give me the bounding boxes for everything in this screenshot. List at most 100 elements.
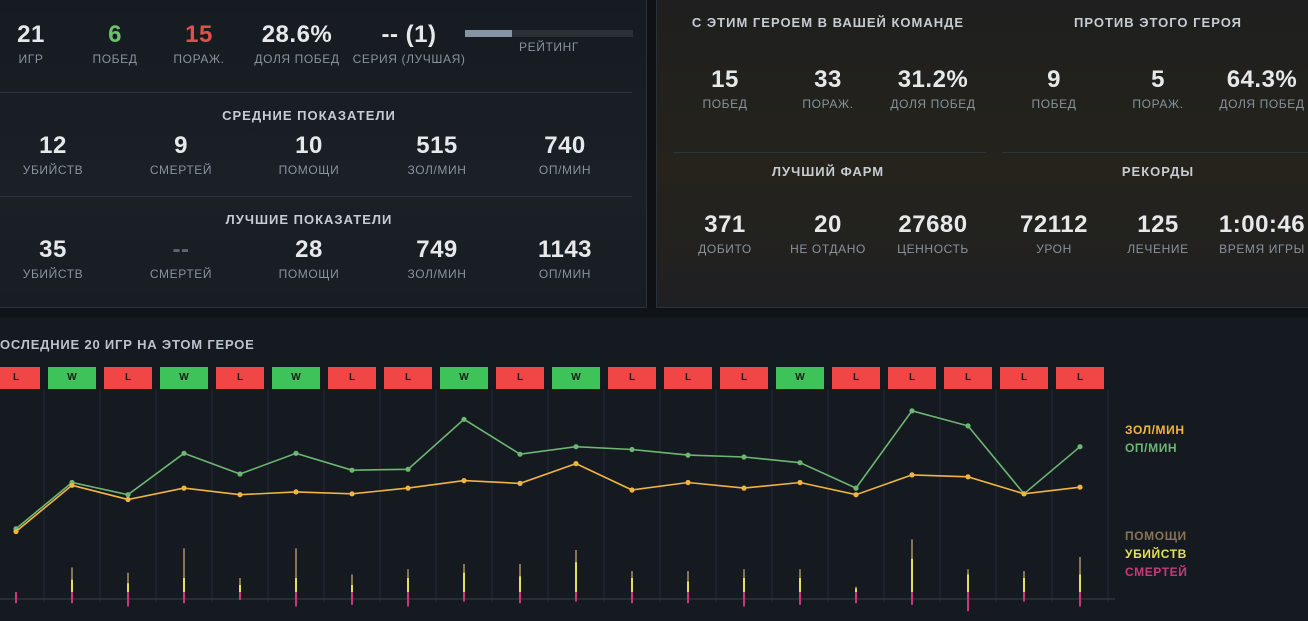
gpm-point — [965, 474, 971, 480]
against-hero-label: ДОЛЯ ПОБЕД — [1219, 97, 1305, 111]
xpm-point — [909, 408, 915, 414]
best-value: 1143 — [537, 236, 593, 263]
records-title: РЕКОРДЫ — [1121, 164, 1195, 179]
average-stat: 515 ЗОЛ/МИН — [407, 132, 466, 177]
gpm-point — [349, 491, 355, 497]
match-result-badge[interactable]: W — [776, 367, 824, 389]
match-result-badge[interactable]: L — [720, 367, 768, 389]
average-label: ЗОЛ/МИН — [407, 163, 467, 177]
winrate-stat: 28.6% ДОЛЯ ПОБЕД — [254, 21, 339, 66]
average-label: ОП/МИН — [538, 163, 592, 177]
gpm-point — [237, 492, 243, 498]
xpm-line — [15, 409, 1081, 530]
gpm-point — [853, 492, 859, 498]
average-stat: 10 ПОМОЩИ — [279, 132, 340, 177]
best-title: ЛУЧШИЕ ПОКАЗАТЕЛИ — [225, 212, 393, 227]
best-farm-stat: 27680 ЦЕННОСТЬ — [897, 211, 969, 256]
with-hero-stat: 15 ПОБЕД — [703, 66, 748, 111]
best-farm-label: ЦЕННОСТЬ — [897, 242, 969, 256]
gpm-point — [685, 479, 691, 486]
match-result-badge[interactable]: W — [160, 367, 208, 389]
best-value: -- — [172, 236, 190, 263]
with-hero-stat: 31.2% ДОЛЯ ПОБЕД — [890, 66, 975, 111]
gpm-point — [181, 485, 187, 491]
gpm-point — [69, 482, 75, 488]
average-value: 12 — [39, 132, 67, 159]
best-stat: 1143 ОП/МИН — [538, 236, 592, 281]
match-result-badge[interactable]: L — [0, 367, 40, 389]
records-stat: 1:00:46 ВРЕМЯ ИГРЫ — [1219, 211, 1305, 256]
match-result-badge[interactable]: L — [216, 367, 264, 389]
match-result-badge[interactable]: L — [944, 367, 992, 389]
best-stat: 749 ЗОЛ/МИН — [407, 236, 466, 281]
match-result-badge[interactable]: L — [608, 367, 656, 389]
match-result-badge[interactable]: L — [328, 367, 376, 389]
xpm-point — [965, 423, 971, 429]
gpm-point — [797, 479, 803, 486]
gpm-point — [629, 487, 635, 493]
rating-stat: РЕЙТИНГ — [519, 37, 579, 54]
with-hero-stat: 33 ПОРАЖ. — [802, 66, 853, 111]
gpm-point — [573, 461, 579, 467]
games-stat: 21 ИГР — [17, 21, 45, 66]
records-stat: 72112 УРОН — [1020, 211, 1088, 256]
xpm-point — [293, 450, 299, 456]
match-result-badge[interactable]: W — [440, 367, 488, 389]
best-farm-title: ЛУЧШИЙ ФАРМ — [771, 164, 885, 179]
legend-kills: УБИЙСТВ — [1125, 547, 1187, 561]
against-hero-value: 5 — [1151, 66, 1165, 93]
best-value: 28 — [295, 236, 323, 263]
match-result-badge[interactable]: L — [104, 367, 152, 389]
average-label: ПОМОЩИ — [278, 163, 340, 177]
best-farm-stat: 20 НЕ ОТДАНО — [790, 211, 866, 256]
match-result-badge[interactable]: L — [1056, 367, 1104, 389]
xpm-point — [237, 471, 243, 477]
winrate-label: ДОЛЯ ПОБЕД — [254, 52, 340, 66]
best-farm-value: 20 — [814, 211, 842, 238]
player-stats-panel — [0, 0, 647, 308]
panel-gap — [647, 0, 656, 308]
match-result-badge[interactable]: L — [384, 367, 432, 389]
match-result-badge[interactable]: W — [272, 367, 320, 389]
match-result-badge[interactable]: L — [888, 367, 936, 389]
match-result-badge[interactable]: W — [552, 367, 600, 389]
with-hero-value: 15 — [711, 66, 739, 93]
streak-label: СЕРИЯ (ЛУЧШАЯ) — [352, 52, 466, 66]
against-hero-label: ПОБЕД — [1031, 97, 1077, 111]
average-title: СРЕДНИЕ ПОКАЗАТЕЛИ — [222, 108, 396, 123]
best-stat: 35 УБИЙСТВ — [23, 236, 84, 281]
with-hero-label: ПОБЕД — [702, 97, 748, 111]
best-farm-value: 371 — [704, 211, 746, 238]
xpm-point — [405, 466, 411, 472]
match-result-badge[interactable]: L — [1000, 367, 1048, 389]
gpm-point — [741, 485, 747, 491]
gpm-point — [461, 478, 467, 484]
gpm-point — [517, 480, 523, 486]
average-value: 740 — [544, 132, 586, 159]
records-label: ВРЕМЯ ИГРЫ — [1219, 242, 1305, 256]
recent-games-chart — [0, 390, 1115, 612]
match-result-badge[interactable]: L — [496, 367, 544, 389]
rating-bar — [465, 30, 633, 37]
match-result-badge[interactable]: L — [832, 367, 880, 389]
average-stat: 9 СМЕРТЕЙ — [150, 132, 212, 177]
best-label: ЗОЛ/МИН — [407, 267, 467, 281]
average-value: 9 — [174, 132, 188, 159]
best-label: ПОМОЩИ — [278, 267, 340, 281]
xpm-point — [181, 450, 187, 456]
records-value: 72112 — [1020, 211, 1088, 238]
xpm-point — [461, 416, 467, 422]
gpm-point — [293, 489, 299, 495]
xpm-point — [685, 452, 691, 458]
best-value: 35 — [39, 236, 67, 263]
xpm-point — [125, 492, 131, 498]
with-hero-value: 33 — [814, 66, 842, 93]
rating-bar-fill — [465, 30, 513, 37]
match-result-badge[interactable]: W — [48, 367, 96, 389]
records-label: УРОН — [1036, 242, 1072, 256]
match-result-badge[interactable]: L — [664, 367, 712, 389]
against-hero-stat: 9 ПОБЕД — [1032, 66, 1077, 111]
best-farm-label: НЕ ОТДАНО — [790, 242, 866, 256]
with-hero-label: ДОЛЯ ПОБЕД — [890, 97, 976, 111]
best-label: СМЕРТЕЙ — [149, 267, 213, 281]
